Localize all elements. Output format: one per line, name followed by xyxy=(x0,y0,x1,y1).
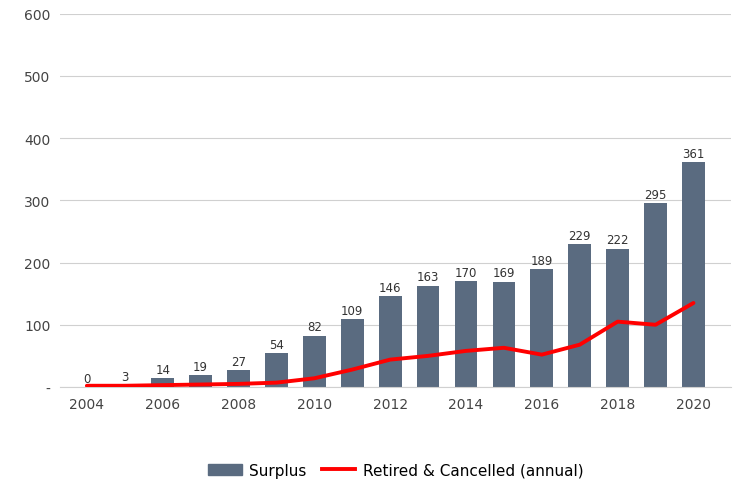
Bar xyxy=(379,297,402,387)
Bar xyxy=(341,319,363,387)
Bar xyxy=(492,282,515,387)
Text: 146: 146 xyxy=(379,281,401,294)
Text: 169: 169 xyxy=(492,267,515,280)
Text: 3: 3 xyxy=(121,370,128,383)
Text: 189: 189 xyxy=(531,255,553,267)
Text: 54: 54 xyxy=(269,338,284,351)
Bar xyxy=(265,354,288,387)
Text: 109: 109 xyxy=(341,304,363,317)
Text: 14: 14 xyxy=(155,363,170,376)
Text: 19: 19 xyxy=(193,360,208,373)
Text: 361: 361 xyxy=(682,148,705,161)
Text: 222: 222 xyxy=(606,234,629,247)
Text: 163: 163 xyxy=(417,271,440,284)
Text: 82: 82 xyxy=(307,321,322,334)
Bar xyxy=(303,336,326,387)
Bar xyxy=(606,249,629,387)
Bar xyxy=(569,245,591,387)
Bar xyxy=(152,378,174,387)
Bar xyxy=(682,163,705,387)
Text: 295: 295 xyxy=(645,188,667,201)
Bar xyxy=(189,376,212,387)
Text: 27: 27 xyxy=(231,355,246,368)
Bar xyxy=(531,270,553,387)
Text: 170: 170 xyxy=(455,266,477,279)
Bar xyxy=(644,204,667,387)
Legend: Surplus, Retired & Cancelled (annual): Surplus, Retired & Cancelled (annual) xyxy=(202,457,590,484)
Bar xyxy=(113,385,136,387)
Bar xyxy=(417,286,440,387)
Text: 229: 229 xyxy=(569,229,591,242)
Bar xyxy=(455,282,477,387)
Bar xyxy=(227,370,250,387)
Text: 0: 0 xyxy=(83,372,90,385)
